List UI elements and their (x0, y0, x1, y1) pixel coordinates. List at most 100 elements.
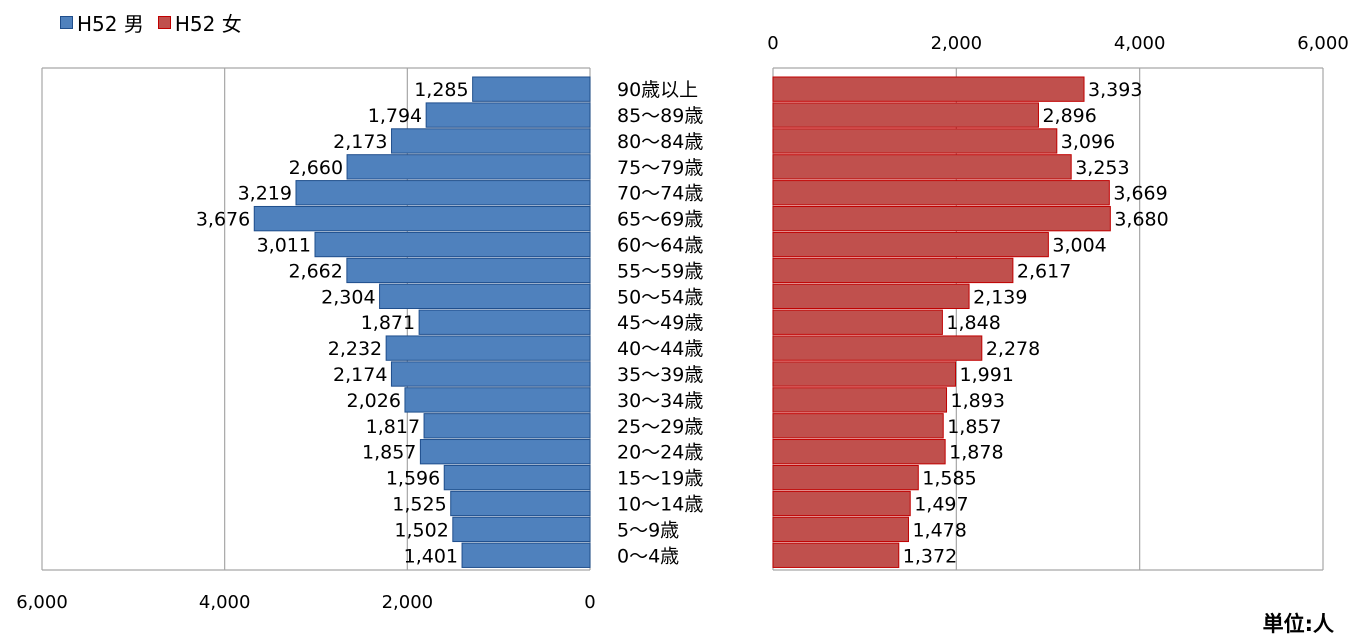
female-bar (772, 542, 900, 568)
female-data-label: 1,497 (914, 493, 968, 515)
male-axis-tick-label: 0 (584, 592, 595, 613)
male-bar (253, 205, 591, 232)
female-data-label: 1,372 (903, 545, 957, 567)
male-axis-tick-label: 6,000 (16, 592, 68, 613)
category-label: 85～89歳 (617, 105, 703, 127)
legend-label-female: H52 女 (174, 12, 242, 36)
category-label: 35～39歳 (617, 364, 703, 386)
category-label: 55～59歳 (617, 260, 703, 282)
male-data-label: 2,304 (321, 286, 375, 308)
male-bar (452, 516, 591, 543)
category-label: 90歳以上 (617, 79, 698, 101)
female-bar (772, 257, 1014, 284)
category-label: 10～14歳 (617, 493, 703, 515)
category-label: 70～74歳 (617, 183, 703, 205)
female-axis-tick-label: 4,000 (1114, 33, 1166, 54)
male-data-label: 2,026 (347, 390, 401, 412)
male-data-label: 2,174 (333, 364, 387, 386)
female-bar (772, 413, 944, 439)
male-bar (419, 439, 591, 465)
legend: H52 男 H52 女 (60, 8, 242, 37)
male-bar (391, 128, 591, 154)
female-bar (772, 205, 1111, 232)
female-data-label: 1,848 (946, 312, 1000, 334)
legend-item-male: H52 男 (60, 8, 144, 37)
male-axis-tick-label: 4,000 (199, 592, 251, 613)
female-bar (772, 387, 948, 413)
female-data-label: 1,893 (951, 390, 1005, 412)
female-axis-tick-label: 0 (767, 33, 778, 54)
male-data-label: 1,794 (368, 105, 422, 127)
female-bar (772, 283, 970, 309)
female-data-label: 1,585 (922, 468, 976, 490)
male-data-label: 1,596 (386, 468, 440, 490)
female-data-label: 3,096 (1061, 131, 1115, 153)
male-bar (425, 102, 591, 128)
female-bar (772, 180, 1110, 206)
category-label: 80～84歳 (617, 131, 703, 153)
male-data-label: 2,662 (288, 260, 342, 282)
female-bar (772, 335, 983, 361)
male-data-label: 1,401 (404, 545, 458, 567)
female-data-label: 3,253 (1075, 157, 1129, 179)
female-data-label: 3,004 (1052, 235, 1106, 257)
male-data-label: 1,525 (392, 493, 446, 515)
female-data-label: 3,680 (1114, 209, 1168, 231)
female-data-label: 3,669 (1113, 183, 1167, 205)
female-data-label: 1,991 (960, 364, 1014, 386)
male-bar (295, 180, 591, 206)
legend-item-female: H52 女 (157, 8, 242, 37)
female-data-label: 2,139 (973, 286, 1027, 308)
male-data-label: 2,232 (328, 338, 382, 360)
male-axis-tick-label: 2,000 (382, 592, 434, 613)
category-label: 20～24歳 (617, 442, 703, 464)
male-data-label: 1,817 (366, 416, 420, 438)
male-data-label: 3,676 (196, 209, 250, 231)
category-label: 50～54歳 (617, 286, 703, 308)
male-bar (314, 231, 591, 258)
male-bar (379, 283, 591, 309)
category-label: 25～29歳 (617, 416, 703, 438)
female-bar (772, 231, 1049, 258)
female-bar (772, 490, 911, 517)
male-data-label: 2,173 (333, 131, 387, 153)
category-label: 45～49歳 (617, 312, 703, 334)
legend-label-male: H52 男 (77, 12, 144, 36)
male-bar (390, 361, 591, 387)
female-bar (772, 361, 957, 387)
female-bar (772, 128, 1058, 154)
category-label: 30～34歳 (617, 390, 703, 412)
female-bar (772, 76, 1085, 102)
female-data-label: 2,896 (1042, 105, 1096, 127)
male-data-label: 1,871 (361, 312, 415, 334)
female-data-label: 1,878 (949, 442, 1003, 464)
female-bar (772, 516, 909, 543)
male-bar (450, 490, 591, 517)
female-bar (772, 102, 1039, 128)
category-label: 65～69歳 (617, 209, 703, 231)
male-data-label: 3,011 (257, 235, 311, 257)
category-label: 60～64歳 (617, 235, 703, 257)
female-bar (772, 154, 1072, 180)
male-data-label: 3,219 (238, 183, 292, 205)
male-bar (461, 542, 591, 568)
male-bar (385, 335, 591, 361)
female-data-label: 1,857 (947, 416, 1001, 438)
female-data-label: 1,478 (912, 519, 966, 541)
female-data-label: 2,278 (986, 338, 1040, 360)
category-label: 75～79歳 (617, 157, 703, 179)
female-data-label: 3,393 (1088, 79, 1142, 101)
male-data-label: 2,660 (289, 157, 343, 179)
legend-swatch-female-icon (157, 16, 171, 29)
female-bar (772, 309, 943, 335)
male-bar (346, 154, 591, 180)
male-data-label: 1,857 (362, 442, 416, 464)
male-bar (404, 387, 591, 413)
male-bar (443, 464, 591, 491)
category-label: 15～19歳 (617, 468, 703, 490)
female-bar (772, 464, 919, 491)
male-data-label: 1,502 (394, 519, 448, 541)
category-label: 0～4歳 (617, 545, 679, 567)
female-data-label: 2,617 (1017, 260, 1071, 282)
